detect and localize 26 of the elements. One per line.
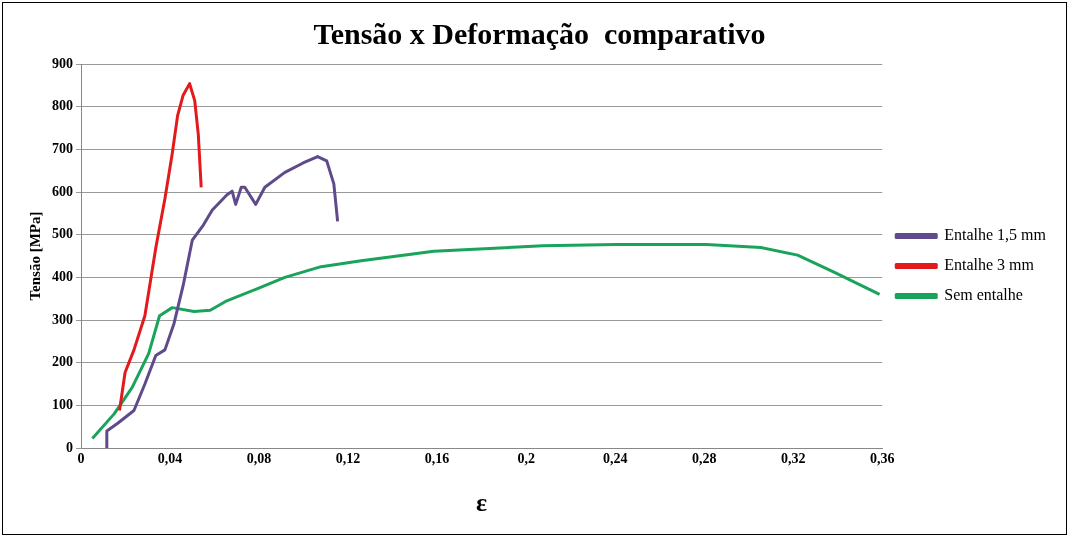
x-tick-label: 0,32 (780, 451, 806, 467)
x-tick-label: 0,16 (424, 451, 450, 467)
x-tick-label: 0,28 (691, 451, 717, 467)
y-tick-label: 700 (52, 140, 73, 156)
x-tick-label: 0,08 (246, 451, 272, 467)
y-axis-title: Tensão [MPa] (26, 211, 43, 301)
chart-title: Tensão x Deformação comparativo (313, 16, 766, 50)
y-tick-label: 600 (52, 183, 73, 199)
legend-label: Entalhe 3 mm (944, 256, 1035, 274)
x-axis-title: ε (476, 488, 488, 518)
y-tick-label: 500 (52, 226, 73, 242)
x-tick-label: 0,12 (335, 451, 361, 467)
x-tick-label: 0 (77, 451, 85, 467)
x-tick-label: 0,04 (157, 451, 183, 467)
y-tick-label: 100 (52, 396, 73, 412)
x-tick-label: 0,24 (602, 451, 628, 467)
y-tick-label: 300 (52, 311, 73, 327)
y-tick-label: 0 (66, 439, 73, 455)
x-tick-label: 0,36 (869, 451, 895, 467)
legend-label: Entalhe 1,5 mm (944, 226, 1047, 244)
x-tick-label: 0,2 (517, 451, 535, 467)
y-tick-label: 800 (52, 98, 73, 114)
y-tick-label: 400 (52, 268, 73, 284)
y-tick-label: 200 (52, 354, 73, 370)
legend-label: Sem entalhe (944, 286, 1023, 304)
y-tick-label: 900 (52, 55, 73, 71)
